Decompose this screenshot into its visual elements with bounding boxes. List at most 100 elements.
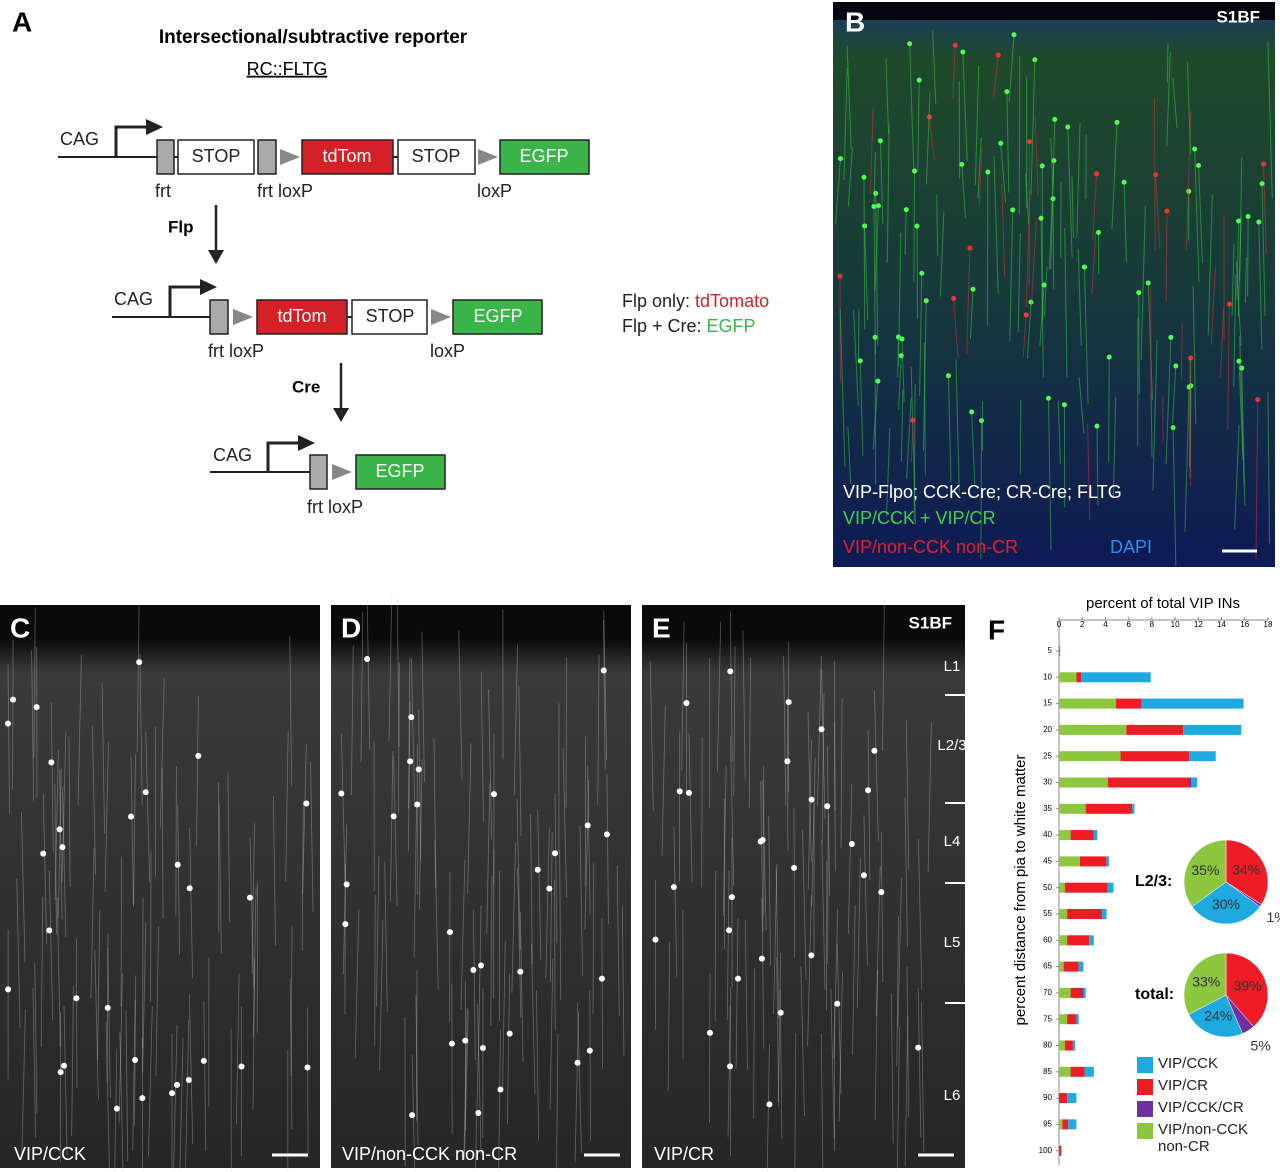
neurite — [601, 918, 603, 1069]
neurite — [955, 359, 960, 493]
neurite — [962, 51, 968, 162]
bar-segment — [1089, 935, 1094, 946]
cell — [1061, 402, 1067, 408]
bar-segment — [1183, 724, 1242, 735]
cell — [73, 995, 80, 1002]
cell — [979, 418, 985, 424]
bar-segment — [1063, 961, 1079, 972]
site-label: frt loxP — [307, 497, 363, 517]
neurite — [407, 701, 411, 852]
neurite — [802, 829, 807, 980]
x-tick-label: 0 — [1057, 620, 1062, 629]
cell — [1121, 179, 1127, 185]
y-tick-label: 75 — [1043, 1014, 1052, 1023]
cell — [970, 286, 976, 292]
bar-segment — [1059, 1119, 1063, 1130]
neurite — [488, 689, 493, 840]
cell — [1023, 312, 1029, 318]
neurite — [729, 735, 735, 886]
caption: VIP/CR — [654, 1144, 714, 1164]
neurite — [760, 781, 764, 932]
bar-segment — [1064, 1040, 1073, 1051]
neurite — [502, 940, 506, 1091]
cell — [408, 714, 415, 721]
legend-entry: Flp + Cre: EGFP — [622, 316, 756, 336]
neurite — [773, 864, 778, 1015]
neurite — [290, 925, 293, 1076]
bar-segment — [1059, 751, 1121, 762]
cell — [584, 822, 591, 829]
bar-segment — [1072, 1040, 1076, 1051]
neurite — [817, 656, 822, 807]
cell — [865, 787, 872, 794]
cell — [676, 788, 683, 795]
neurite — [1263, 163, 1267, 255]
neurite — [56, 896, 61, 1047]
neurite — [603, 610, 608, 761]
neurite — [1207, 195, 1213, 336]
bar-segment — [1059, 1145, 1062, 1156]
neurite — [901, 338, 905, 403]
legend-label: Flp only: — [622, 291, 690, 311]
neurite — [478, 905, 482, 1056]
bar-segment — [1120, 751, 1190, 762]
cell — [735, 975, 742, 982]
neurite — [120, 856, 123, 1007]
neurite — [890, 993, 894, 1144]
cell — [534, 866, 541, 873]
neurite — [952, 45, 956, 99]
pie-title: total: — [1135, 986, 1174, 1003]
neurite — [418, 709, 422, 860]
panel-label: E — [652, 612, 671, 643]
neurite — [118, 973, 123, 1124]
neurite — [864, 225, 869, 321]
promoter-arrow — [266, 441, 302, 472]
neurite — [966, 248, 971, 355]
loxp-site — [431, 309, 451, 325]
neurite — [673, 827, 678, 978]
neurite — [1008, 34, 1015, 102]
neurite — [875, 865, 881, 1016]
cell — [1045, 395, 1051, 401]
x-tick-label: 16 — [1240, 620, 1249, 629]
neurite — [289, 635, 293, 786]
cell — [683, 700, 690, 707]
neurite — [1184, 386, 1190, 532]
neurite — [119, 1032, 124, 1172]
bar-segment — [1067, 935, 1090, 946]
cell — [757, 838, 764, 845]
cell — [1261, 161, 1267, 167]
bar-segment — [1076, 672, 1082, 683]
neurite — [530, 814, 533, 965]
pie-slice — [1225, 952, 1269, 1028]
bar-segment — [1081, 987, 1084, 998]
cell — [409, 1112, 416, 1119]
cell — [1153, 172, 1159, 178]
neurite — [519, 911, 524, 1062]
neurite — [579, 825, 583, 976]
neurite — [777, 952, 782, 1103]
y-tick-label: 60 — [1043, 935, 1052, 944]
element-label: STOP — [366, 306, 415, 326]
bar-segment — [1059, 830, 1071, 841]
cell — [574, 1059, 581, 1066]
bar-segment — [1115, 698, 1142, 709]
neurite — [360, 612, 364, 763]
neurite — [139, 654, 143, 805]
cell — [875, 378, 881, 384]
neurite — [54, 749, 59, 900]
bar-segment — [1059, 777, 1108, 788]
neurite — [716, 621, 722, 772]
legend-swatch — [1137, 1123, 1153, 1139]
cell — [139, 1095, 146, 1102]
neurite — [847, 783, 853, 935]
element-label: STOP — [412, 146, 461, 166]
neurite — [474, 1053, 479, 1172]
y-tick-label: 90 — [1043, 1093, 1052, 1102]
cell — [1164, 208, 1170, 214]
neurite — [498, 1029, 501, 1172]
neurite — [1194, 149, 1200, 283]
cell — [304, 1064, 311, 1071]
neurite — [807, 711, 812, 862]
neurite — [68, 736, 71, 887]
